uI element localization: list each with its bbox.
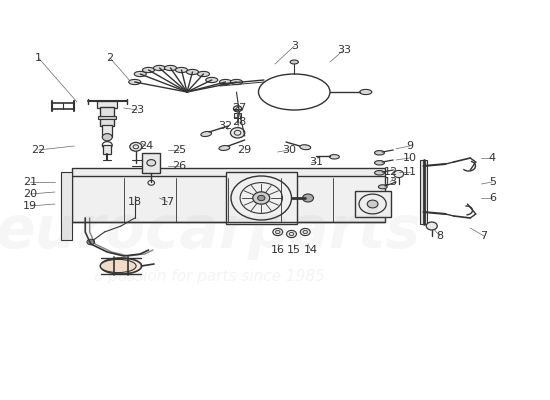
Bar (234, 113, 241, 118)
Text: 16: 16 (271, 245, 285, 255)
Text: 24: 24 (139, 141, 153, 151)
Bar (420, 160, 427, 224)
Circle shape (300, 228, 310, 236)
Text: 12: 12 (383, 167, 398, 177)
Text: 23: 23 (130, 105, 145, 115)
Ellipse shape (142, 67, 155, 73)
Text: 8: 8 (437, 231, 443, 241)
Ellipse shape (219, 79, 232, 85)
Circle shape (231, 176, 292, 220)
Bar (60, 172, 72, 240)
Bar (97, 101, 117, 108)
Ellipse shape (197, 71, 210, 77)
Bar (72, 176, 385, 222)
Text: 15: 15 (287, 245, 301, 255)
Text: 4: 4 (489, 153, 496, 163)
Text: 29: 29 (238, 145, 252, 155)
Text: 1: 1 (35, 53, 42, 63)
Circle shape (253, 192, 270, 204)
Text: 18: 18 (128, 197, 142, 207)
Text: 31: 31 (309, 157, 323, 167)
Text: 3: 3 (291, 41, 298, 51)
Ellipse shape (233, 106, 242, 112)
Bar (103, 145, 111, 154)
Text: 26: 26 (172, 161, 186, 171)
Text: 25: 25 (172, 145, 186, 155)
Ellipse shape (375, 151, 384, 155)
Ellipse shape (100, 260, 136, 273)
Ellipse shape (134, 71, 146, 77)
Text: 7: 7 (481, 231, 487, 241)
Ellipse shape (360, 89, 372, 95)
Ellipse shape (329, 155, 339, 159)
Ellipse shape (378, 185, 387, 189)
Text: 32: 32 (218, 121, 233, 131)
Bar (100, 107, 114, 126)
Text: 13: 13 (383, 177, 398, 187)
Circle shape (147, 160, 156, 166)
Ellipse shape (375, 170, 384, 175)
Ellipse shape (219, 146, 230, 150)
Circle shape (257, 195, 265, 201)
Ellipse shape (201, 132, 212, 136)
Text: 11: 11 (403, 167, 417, 177)
Ellipse shape (375, 161, 384, 165)
Text: 19: 19 (23, 201, 37, 211)
Text: 27: 27 (232, 103, 246, 113)
Circle shape (230, 128, 245, 138)
Ellipse shape (164, 65, 177, 70)
Circle shape (130, 142, 142, 151)
Text: 17: 17 (161, 197, 175, 207)
Ellipse shape (206, 77, 218, 83)
Ellipse shape (100, 258, 142, 274)
Text: 30: 30 (282, 145, 296, 155)
Text: 6: 6 (489, 193, 496, 203)
Text: 20: 20 (23, 189, 37, 199)
Bar (72, 168, 385, 178)
Circle shape (394, 170, 404, 178)
Ellipse shape (186, 69, 199, 74)
Text: 9: 9 (406, 141, 413, 151)
Text: 22: 22 (31, 145, 46, 155)
Ellipse shape (175, 67, 188, 73)
Ellipse shape (300, 145, 311, 150)
Text: 21: 21 (23, 177, 37, 187)
Circle shape (302, 194, 313, 202)
Text: a passion for parts since 1985: a passion for parts since 1985 (94, 268, 324, 284)
Ellipse shape (153, 65, 166, 70)
Circle shape (273, 228, 283, 236)
Ellipse shape (129, 79, 141, 85)
Text: 2: 2 (107, 53, 113, 63)
Text: 14: 14 (304, 245, 318, 255)
Circle shape (287, 230, 296, 238)
Ellipse shape (230, 79, 243, 85)
Circle shape (367, 200, 378, 208)
Bar (142, 153, 160, 173)
Text: 33: 33 (337, 45, 351, 55)
Bar (98, 116, 116, 119)
Text: eurocarparts: eurocarparts (0, 204, 422, 260)
Text: 28: 28 (232, 117, 246, 127)
Circle shape (102, 134, 112, 141)
Bar (226, 172, 297, 224)
Ellipse shape (290, 60, 298, 64)
Bar (355, 191, 390, 217)
Circle shape (87, 239, 95, 245)
Text: 10: 10 (403, 153, 417, 163)
Bar (102, 125, 112, 137)
Text: 5: 5 (489, 177, 496, 187)
Circle shape (426, 222, 437, 230)
